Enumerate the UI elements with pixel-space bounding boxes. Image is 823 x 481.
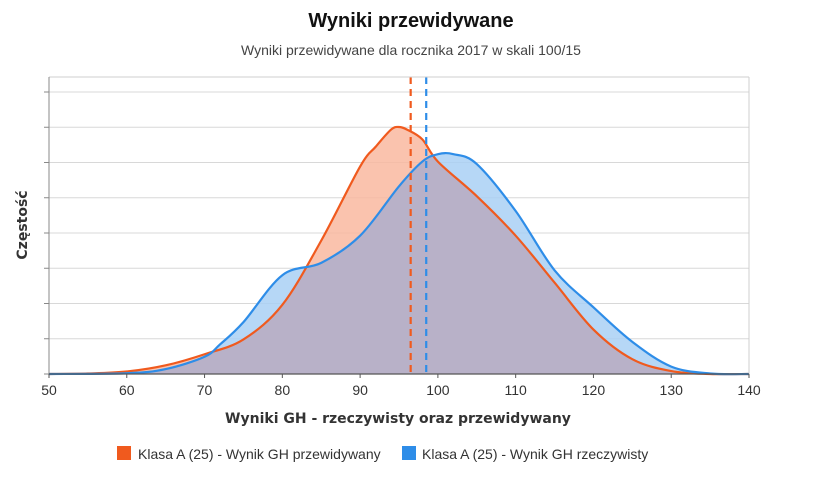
legend-swatch-actual [402, 446, 416, 460]
x-tick-label: 100 [426, 382, 450, 398]
legend-label-actual: Klasa A (25) - Wynik GH rzeczywisty [422, 446, 648, 462]
x-tick-label: 50 [41, 382, 57, 398]
chart-title: Wyniki przewidywane [308, 10, 513, 32]
series-areas [48, 125, 750, 376]
x-tick-label: 120 [582, 382, 606, 398]
series-line-1 [48, 151, 750, 376]
x-tick-label: 130 [660, 382, 684, 398]
y-axis-label: Częstość [15, 190, 31, 259]
x-axis-label: Wyniki GH - rzeczywisty oraz przewidywan… [225, 411, 571, 427]
x-tick-label: 70 [197, 382, 213, 398]
legend-swatch-predicted [117, 446, 131, 460]
x-tick-label: 110 [505, 382, 528, 398]
overlap-area [49, 153, 749, 375]
legend-label-predicted: Klasa A (25) - Wynik GH przewidywany [138, 446, 381, 462]
x-tick-label: 140 [737, 382, 761, 398]
x-tick-label: 80 [275, 382, 291, 398]
series-line-0 [48, 125, 750, 376]
x-tick-labels: 50 60 70 80 90 100 110 120 130 140 [41, 374, 761, 398]
x-tick-label: 90 [352, 382, 368, 398]
chart-subtitle: Wyniki przewidywane dla rocznika 2017 w … [241, 42, 581, 58]
legend: Klasa A (25) - Wynik GH przewidywany Kla… [117, 446, 648, 462]
axes [44, 76, 750, 375]
x-tick-label: 60 [119, 382, 135, 398]
mean-lines [409, 77, 428, 374]
